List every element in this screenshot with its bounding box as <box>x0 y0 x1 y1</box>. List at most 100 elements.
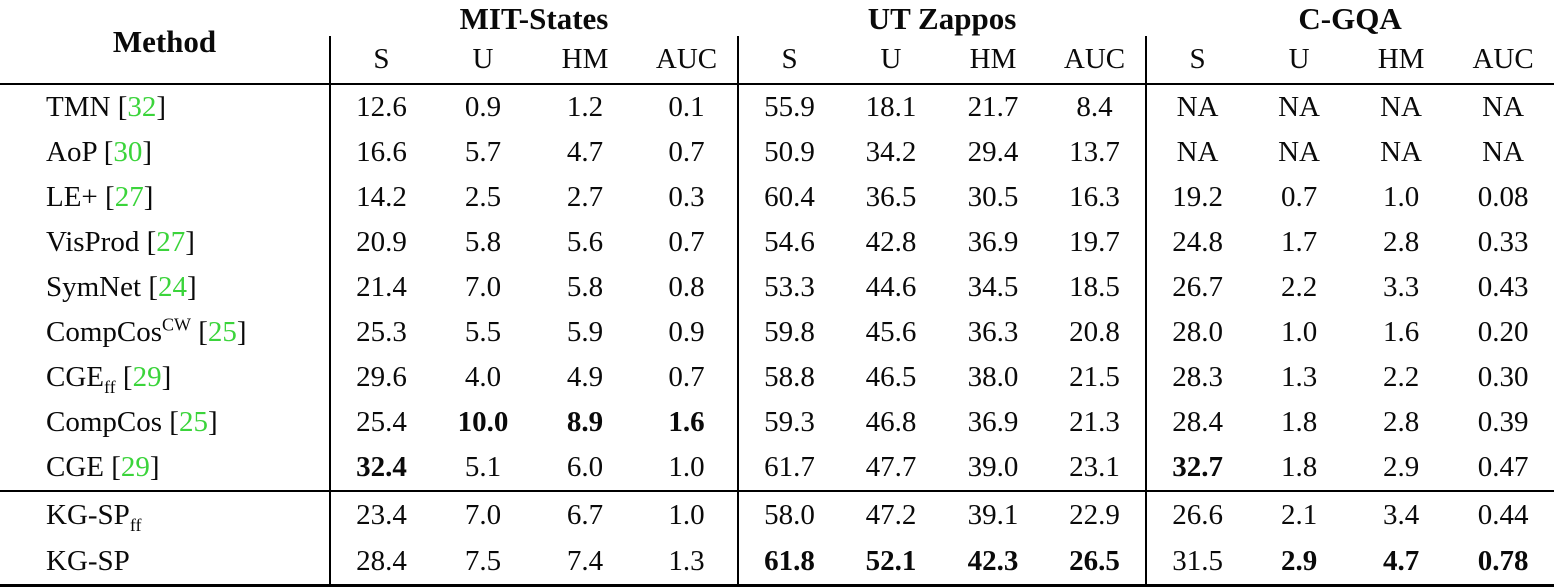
method-cell: KG-SPff <box>0 491 330 538</box>
value-cell: 55.9 <box>737 84 841 130</box>
value-cell: 36.3 <box>967 316 1019 348</box>
value-cell: 13.7 <box>1069 136 1120 168</box>
value-cell: 0.7 <box>668 226 705 258</box>
value-cell: 22.9 <box>1069 498 1120 531</box>
value-cell: 6.7 <box>566 498 604 531</box>
citation-link[interactable]: 29 <box>132 361 162 393</box>
value-cell: 2.8 <box>1382 406 1420 438</box>
value-cell: 36.9 <box>967 406 1019 438</box>
col-header-auc: AUC <box>636 36 739 85</box>
value-cell: 32.4 <box>329 445 432 492</box>
value-cell: 47.2 <box>865 498 917 531</box>
value-cell: 5.7 <box>464 136 502 168</box>
value-cell: 2.7 <box>566 181 604 213</box>
method-cell: CGEff [29] <box>46 361 172 397</box>
method-label: CGE <box>46 361 104 393</box>
value-cell: 14.2 <box>329 175 432 220</box>
method-cell: CompCos [25] <box>46 406 218 438</box>
method-label: CompCos <box>46 406 163 438</box>
value-cell: 26.5 <box>1044 538 1147 587</box>
value-cell: NA <box>1380 136 1422 168</box>
value-cell: 45.6 <box>865 316 917 348</box>
value-cell: 5.5 <box>464 316 502 348</box>
value-cell: 54.6 <box>737 220 841 265</box>
table-row: KG-SPff 23.4 7.0 6.7 1.0 58.0 47.2 39.1 22.9 26.6… <box>0 491 1554 538</box>
value-cell: 1.8 <box>1248 445 1351 492</box>
value-cell: 1.0 <box>668 498 705 531</box>
citation-link[interactable]: 25 <box>207 316 237 348</box>
value-cell: 1.0 <box>636 445 739 492</box>
citation-link[interactable]: 27 <box>114 181 144 213</box>
value-cell: 3.3 <box>1382 271 1420 303</box>
value-cell: 5.8 <box>566 271 604 303</box>
value-cell: 0.08 <box>1477 181 1529 213</box>
col-header-s: S <box>737 36 841 85</box>
col-header-hm: HM <box>942 36 1045 85</box>
value-cell: 18.1 <box>865 91 917 123</box>
value-cell: 36.5 <box>865 181 917 213</box>
our-method-rows-section: KG-SPff 23.4 7.0 6.7 1.0 58.0 47.2 39.1 22.9 26.6… <box>0 491 1554 587</box>
value-cell: 23.4 <box>329 491 432 538</box>
value-cell: 0.30 <box>1477 361 1529 393</box>
value-cell: 0.39 <box>1477 406 1529 438</box>
citation-link[interactable]: 24 <box>157 271 187 303</box>
table-row: CGE [29] 32.4 5.1 6.0 1.0 61.7 47.7 39.0 23.1 32.… <box>0 445 1554 492</box>
value-cell: 5.1 <box>432 445 534 492</box>
method-label: LE+ <box>46 181 98 213</box>
value-cell: 19.2 <box>1145 175 1249 220</box>
method-cell: VisProd [27] <box>46 226 195 258</box>
group-header-c-gqa: C-GQA <box>1298 0 1402 36</box>
col-header-u: U <box>1248 36 1351 85</box>
col-header-hm: HM <box>534 36 636 85</box>
value-cell: 2.1 <box>1280 498 1318 531</box>
value-cell: 8.4 <box>1076 91 1113 123</box>
value-cell: 0.3 <box>668 181 705 213</box>
method-cell: CompCosCW [25] <box>46 314 247 348</box>
table-row: LE+ [27] 14.2 2.5 2.7 0.3 60.4 36.5 30.5 16.3 19.… <box>0 175 1554 220</box>
value-cell: 4.9 <box>566 361 604 393</box>
value-cell: 25.3 <box>329 310 432 355</box>
value-cell: 26.6 <box>1145 491 1249 538</box>
value-cell: 7.4 <box>534 538 636 587</box>
value-cell: 25.4 <box>329 400 432 445</box>
method-cell: AoP [30] <box>46 136 153 168</box>
value-cell: 24.8 <box>1145 220 1249 265</box>
value-cell: 61.7 <box>737 445 841 492</box>
value-cell: 7.0 <box>464 271 502 303</box>
table-row: TMN [32] 12.6 0.9 1.2 0.1 55.9 18.1 21.7 8.4 NA NA… <box>0 84 1554 130</box>
value-cell: NA <box>1278 136 1320 168</box>
value-cell: NA <box>1145 84 1249 130</box>
value-cell: 5.6 <box>566 226 604 258</box>
method-label: CompCos <box>46 316 163 348</box>
citation-link[interactable]: 30 <box>113 136 143 168</box>
method-cell: TMN [32] <box>46 91 167 123</box>
value-cell: 1.6 <box>668 406 705 438</box>
value-cell: 34.5 <box>967 271 1019 303</box>
value-cell: 31.5 <box>1145 538 1249 587</box>
value-cell: 10.0 <box>457 406 509 438</box>
citation-link[interactable]: 32 <box>127 91 157 123</box>
group-header-mit-states: MIT-States <box>459 0 609 36</box>
value-cell: 1.0 <box>1280 316 1318 348</box>
citation-link[interactable]: 25 <box>178 406 208 438</box>
value-cell: 4.7 <box>566 136 604 168</box>
group-header-row: Method MIT-States UT Zappos C-GQA <box>0 0 1554 85</box>
value-cell: 34.2 <box>865 136 917 168</box>
value-cell: 52.1 <box>840 538 943 587</box>
value-cell: 1.3 <box>1280 361 1318 393</box>
value-cell: 59.8 <box>737 310 841 355</box>
col-header-s: S <box>329 36 432 85</box>
value-cell: 0.33 <box>1477 226 1529 258</box>
value-cell: 42.3 <box>942 538 1045 587</box>
value-cell: 21.5 <box>1069 361 1120 393</box>
value-cell: 5.9 <box>566 316 604 348</box>
col-header-auc: AUC <box>1044 36 1147 85</box>
citation-link[interactable]: 27 <box>156 226 186 258</box>
value-cell: 28.4 <box>1145 400 1249 445</box>
citation-link[interactable]: 29 <box>120 451 150 483</box>
value-cell: 60.4 <box>737 175 841 220</box>
method-label: TMN <box>46 91 111 123</box>
value-cell: 16.3 <box>1069 181 1120 213</box>
value-cell: 2.5 <box>464 181 502 213</box>
value-cell: 0.1 <box>668 91 705 123</box>
